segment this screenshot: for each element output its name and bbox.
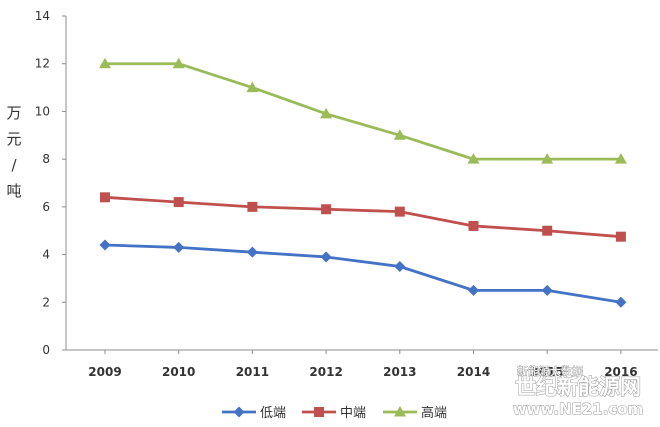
y-tick-label: 4 bbox=[42, 248, 50, 262]
y-tick-label: 2 bbox=[42, 295, 50, 309]
series-lines bbox=[99, 57, 627, 308]
data-point bbox=[320, 107, 333, 119]
y-tick-label: 6 bbox=[42, 200, 50, 214]
legend-swatch-marker bbox=[314, 407, 324, 417]
legend-item: 高端 bbox=[383, 405, 447, 421]
y-axis-ticks: 0 2 4 6 8 10 12 14 bbox=[35, 9, 66, 357]
legend-label: 高端 bbox=[421, 405, 447, 421]
y-axis-label-char: 吨 bbox=[6, 182, 21, 200]
watermark-source: 新能源大数据 bbox=[517, 364, 583, 378]
data-point bbox=[247, 201, 258, 212]
series-triangle bbox=[99, 57, 627, 164]
y-tick-label: 8 bbox=[42, 152, 50, 166]
x-axis-ticks: 2009 2010 2011 2012 2013 2014 2015 2016 bbox=[88, 350, 638, 379]
x-tick-label: 2015 bbox=[530, 365, 563, 379]
data-point bbox=[393, 129, 406, 140]
y-tick-label: 14 bbox=[35, 9, 50, 23]
x-tick-label: 2014 bbox=[457, 365, 490, 379]
data-point bbox=[394, 206, 405, 217]
y-tick-label: 0 bbox=[42, 343, 50, 357]
data-point bbox=[173, 197, 184, 208]
data-point bbox=[467, 153, 480, 164]
data-point bbox=[320, 251, 332, 263]
legend: 低端 中端 高端 bbox=[222, 405, 447, 421]
series-line bbox=[105, 62, 621, 161]
x-tick-label: 2010 bbox=[162, 365, 195, 379]
y-axis-label-char: 元 bbox=[6, 130, 21, 148]
x-tick-label: 2013 bbox=[383, 365, 416, 379]
series-line bbox=[104, 243, 622, 304]
data-point bbox=[468, 220, 479, 231]
data-point bbox=[541, 153, 554, 164]
legend-item: 低端 bbox=[222, 406, 286, 421]
data-point bbox=[542, 225, 553, 236]
x-tick-label: 2016 bbox=[604, 365, 637, 379]
data-point bbox=[541, 284, 553, 296]
data-point bbox=[246, 246, 258, 258]
legend-swatch-marker bbox=[394, 406, 406, 417]
x-tick-label: 2009 bbox=[88, 365, 121, 379]
legend-label: 低端 bbox=[260, 406, 286, 421]
y-tick-label: 10 bbox=[35, 104, 50, 118]
data-point bbox=[394, 261, 406, 272]
watermark: 新能源大数据 世纪新能源网 www.NE21.com bbox=[512, 364, 644, 419]
data-point bbox=[100, 192, 110, 203]
data-point bbox=[172, 57, 185, 69]
watermark-site-name: 世纪新能源网 bbox=[515, 375, 641, 399]
y-axis-label-char: / bbox=[11, 156, 17, 174]
data-point bbox=[99, 57, 111, 69]
x-tick-label: 2011 bbox=[236, 365, 269, 379]
data-point bbox=[615, 231, 626, 242]
data-point bbox=[99, 239, 111, 251]
y-axis-label-char: 万 bbox=[6, 104, 21, 122]
series-line bbox=[104, 195, 622, 239]
data-point bbox=[321, 204, 332, 215]
data-point bbox=[615, 296, 627, 308]
y-tick-label: 12 bbox=[35, 57, 50, 71]
legend-item: 中端 bbox=[302, 406, 366, 421]
axes bbox=[65, 16, 658, 351]
series-square bbox=[100, 192, 626, 242]
data-point bbox=[246, 81, 259, 93]
series-diamond bbox=[99, 239, 627, 308]
legend-swatch-marker bbox=[233, 406, 245, 418]
y-axis-label: 万元 / 吨 bbox=[6, 104, 21, 200]
data-point bbox=[468, 284, 479, 296]
data-point bbox=[614, 153, 627, 164]
x-tick-label: 2012 bbox=[309, 365, 342, 379]
watermark-url: www.NE21.com bbox=[513, 400, 644, 418]
legend-label: 中端 bbox=[340, 406, 366, 421]
data-point bbox=[173, 241, 185, 253]
